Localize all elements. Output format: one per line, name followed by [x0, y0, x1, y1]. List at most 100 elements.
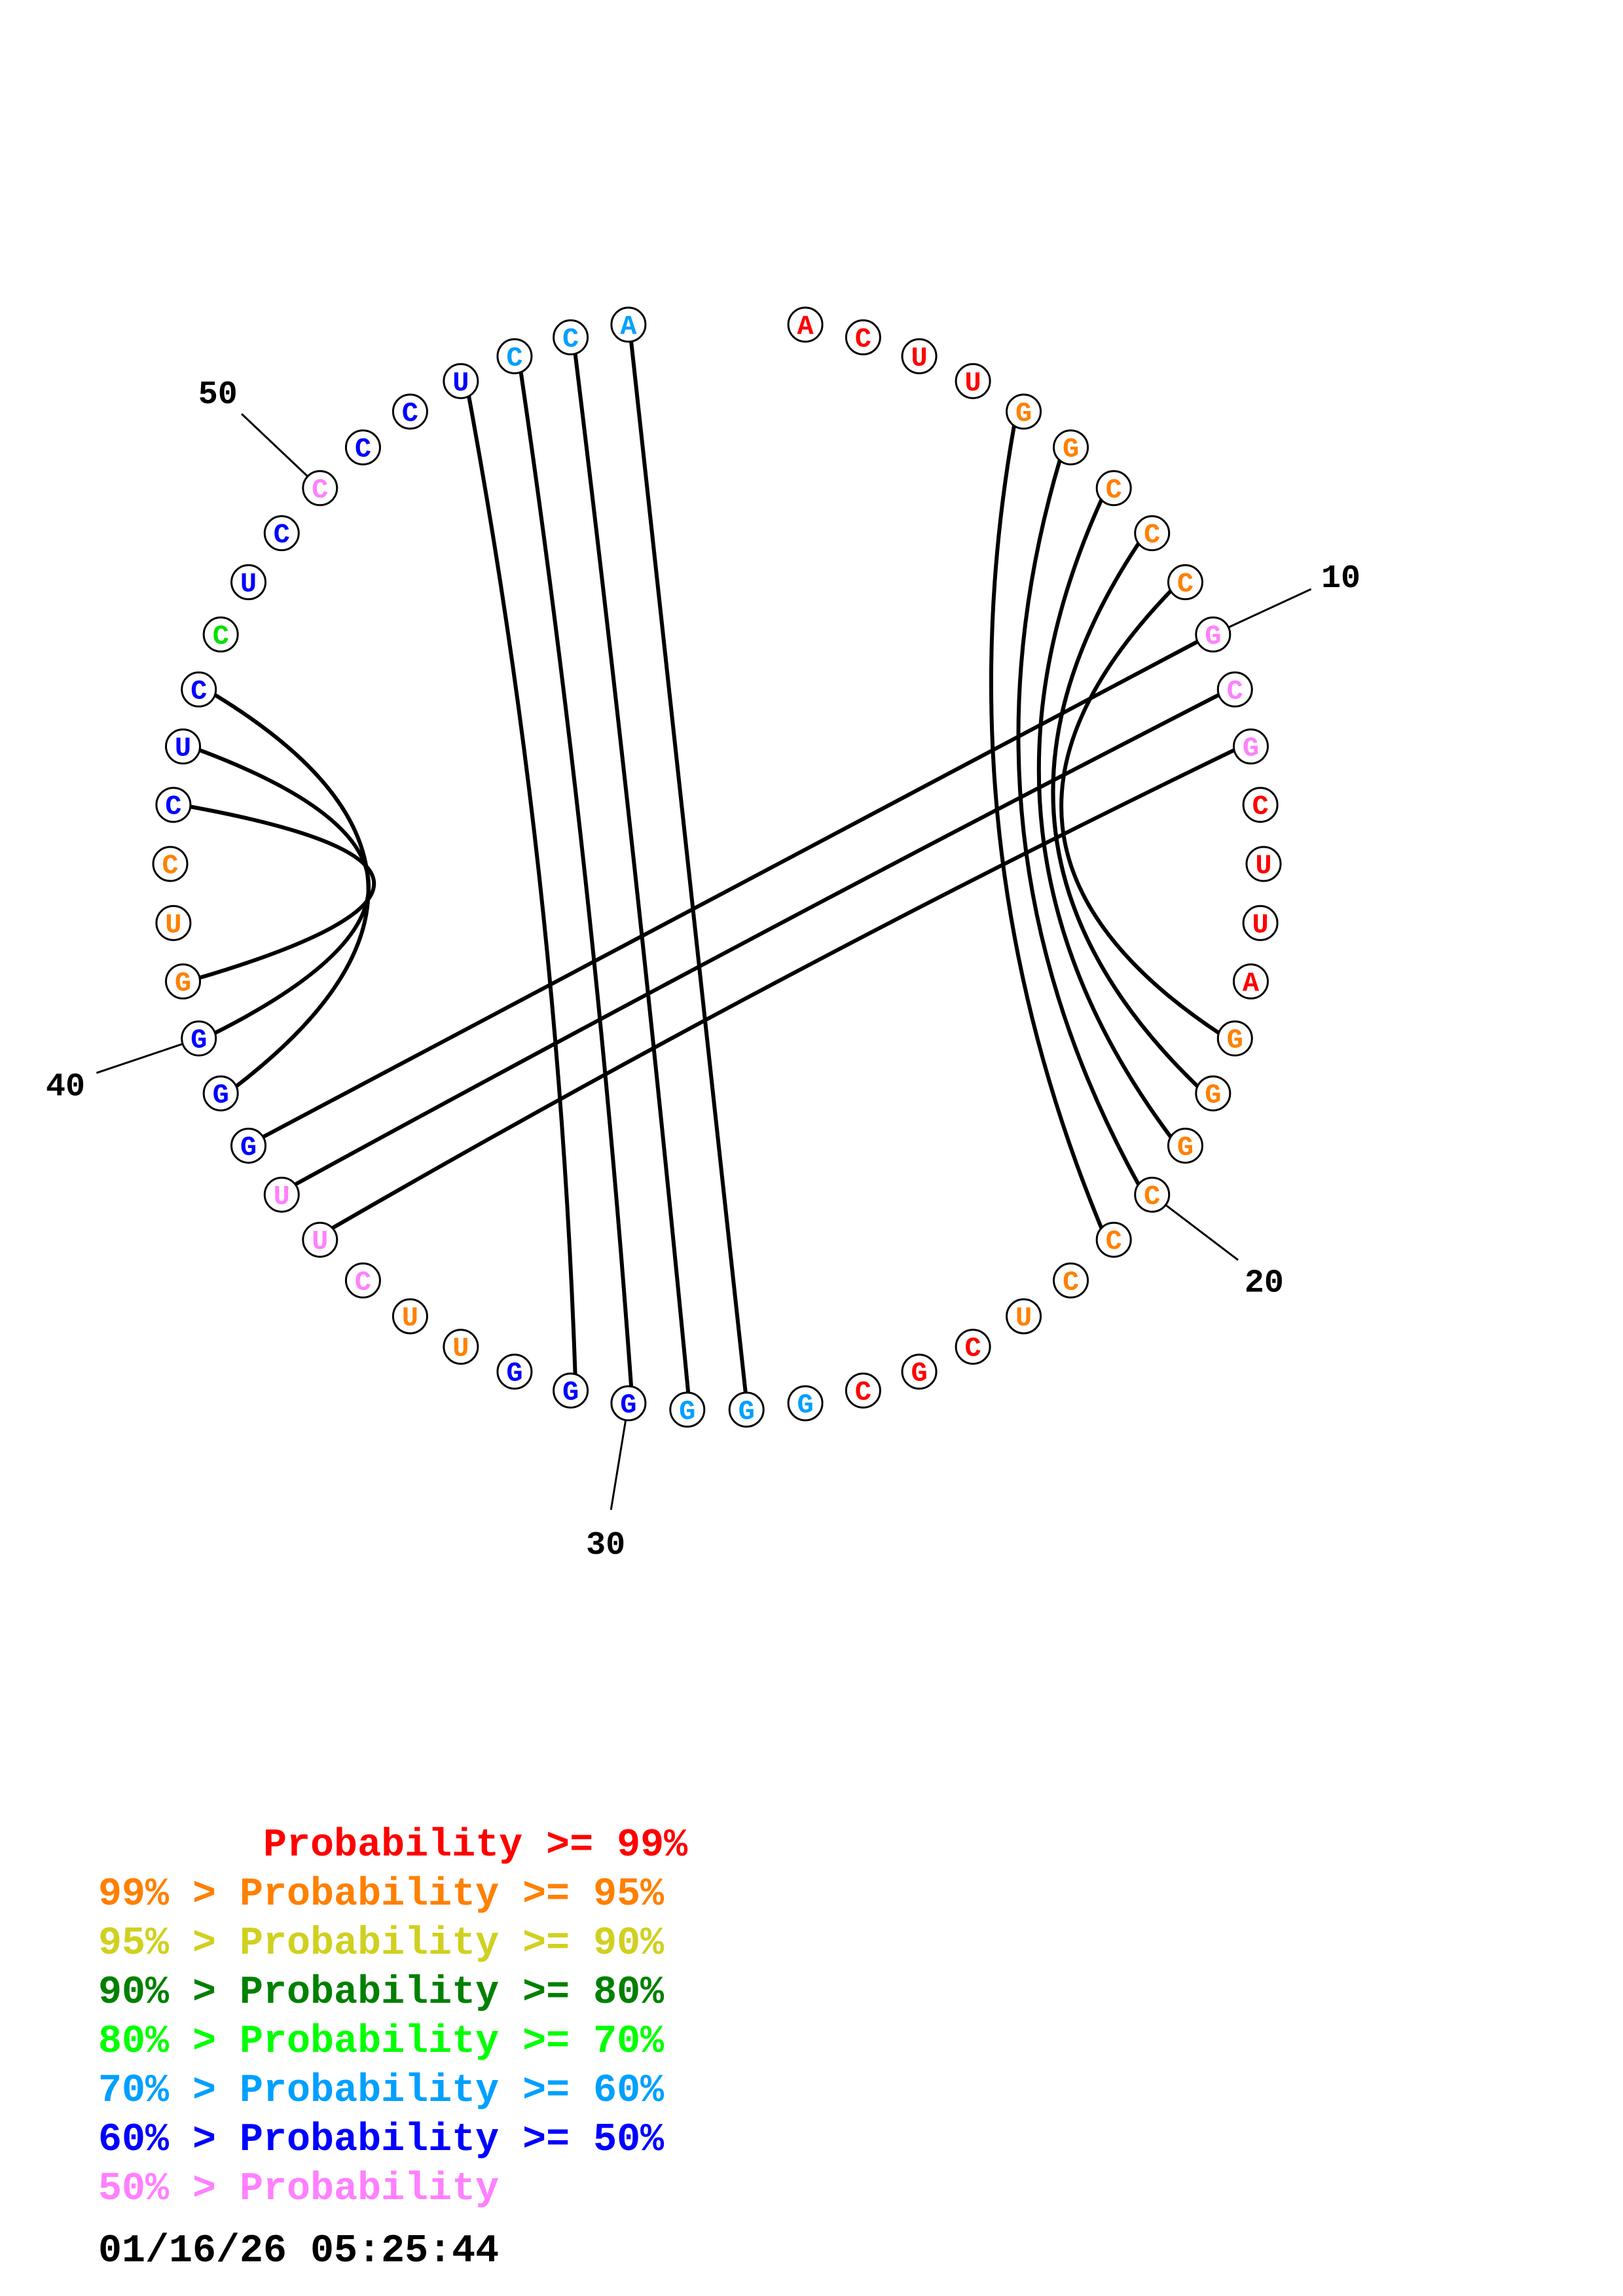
base-pair-arc: [467, 395, 577, 1374]
nucleotide-letter: U: [452, 367, 469, 399]
nucleotide-letter: G: [175, 968, 191, 999]
nucleotide: A: [610, 306, 647, 343]
base-pair-arc: [989, 425, 1104, 1229]
nucleotide: C: [955, 1329, 991, 1365]
nucleotide-circle: [496, 1354, 533, 1390]
base-pair-arc: [213, 693, 371, 1088]
nucleotide: G: [181, 1020, 217, 1057]
nucleotide-circle: [1095, 470, 1132, 507]
position-tick: [1228, 588, 1312, 628]
nucleotide-circle: [155, 905, 192, 941]
nucleotide-circle: [669, 1391, 706, 1428]
nucleotide-letter: U: [165, 909, 181, 941]
nucleotide-letter: C: [1144, 520, 1160, 551]
nucleotide-letter: A: [1243, 968, 1260, 999]
nucleotide-circle: [392, 393, 428, 430]
position-label: 50: [198, 376, 238, 414]
nucleotide-circle: [1232, 728, 1269, 764]
nucleotide-letter: C: [1252, 791, 1268, 823]
nucleotide-circle: [1095, 1221, 1132, 1258]
nucleotide-circle: [202, 616, 239, 653]
nucleotide-circle: [787, 1385, 824, 1422]
nucleotide: A: [787, 306, 824, 343]
nucleotide: U: [1006, 1298, 1042, 1335]
nucleotide-circle: [202, 1075, 239, 1112]
nucleotide-letter: G: [240, 1132, 257, 1163]
nucleotide-letter: A: [620, 311, 637, 342]
nucleotide-circle: [1216, 1020, 1253, 1057]
nucleotide-circle: [955, 1329, 991, 1365]
nucleotide-letter: C: [213, 620, 229, 652]
nucleotide-letter: C: [1063, 1266, 1079, 1298]
nucleotide-circle: [1006, 393, 1042, 430]
nucleotide-letter: G: [506, 1358, 522, 1390]
base-pair-arc: [294, 693, 1220, 1187]
nucleotide-letter: C: [965, 1333, 981, 1365]
nucleotide-circle: [392, 1298, 428, 1335]
nucleotide: U: [263, 1176, 300, 1213]
nucleotide: G: [1195, 616, 1231, 653]
nucleotide-letter: C: [274, 520, 290, 551]
base-pair-arc: [573, 353, 691, 1393]
nucleotide-letter: U: [911, 342, 927, 374]
nucleotide: U: [443, 1329, 479, 1365]
nucleotide: C: [1095, 1221, 1132, 1258]
nucleotide: G: [728, 1391, 765, 1428]
nucleotide-letter: C: [1106, 475, 1122, 506]
base-pair-arc: [190, 804, 376, 980]
nucleotide: G: [1053, 429, 1089, 466]
nucleotide-circle: [181, 671, 217, 708]
nucleotide: C: [1216, 671, 1253, 708]
nucleotide: G: [901, 1354, 938, 1390]
nucleotide-circle: [1167, 1127, 1203, 1164]
nucleotide-letter: C: [355, 1266, 371, 1298]
nucleotide-letter: C: [1144, 1181, 1160, 1212]
nucleotide-circle: [1242, 787, 1279, 823]
nucleotide: C: [553, 319, 589, 355]
nucleotide-letter: U: [240, 569, 257, 600]
base-pair-arc: [1059, 589, 1220, 1035]
nucleotide-circle: [1006, 1298, 1042, 1335]
nucleotide-letter: G: [679, 1396, 695, 1427]
nucleotide: C: [1134, 515, 1171, 552]
nucleotide: G: [1232, 728, 1269, 764]
nucleotide-letter: C: [162, 850, 178, 882]
nucleotide-circle: [1245, 846, 1282, 882]
nucleotide-circle: [1195, 616, 1231, 653]
nucleotide-letter: U: [1255, 850, 1271, 882]
nucleotide-circle: [1242, 905, 1279, 941]
nucleotide: G: [553, 1372, 589, 1409]
nucleotide-circle: [553, 1372, 589, 1409]
nucleotide-circle: [181, 1020, 217, 1057]
nucleotide-circle: [230, 1127, 267, 1164]
nucleotide: A: [1232, 963, 1269, 1000]
nucleotide: G: [165, 963, 202, 1000]
nucleotide-circle: [610, 1385, 647, 1422]
nucleotide-circle: [1195, 1075, 1231, 1112]
nucleotide: U: [302, 1221, 338, 1258]
base-pair-arc: [519, 372, 634, 1387]
nucleotide: C: [263, 515, 300, 552]
nucleotide: G: [1006, 393, 1042, 430]
nucleotide-letter: G: [213, 1080, 229, 1111]
nucleotide-circle: [344, 1262, 381, 1299]
nucleotide-letter: C: [402, 398, 418, 429]
nucleotide-letter: U: [452, 1333, 469, 1365]
nucleotide-letter: G: [911, 1358, 927, 1390]
nucleotide-letter: G: [1205, 1080, 1221, 1111]
nucleotide: C: [1167, 564, 1203, 601]
nucleotide-letter: G: [620, 1390, 636, 1421]
nucleotide-letter: C: [312, 475, 328, 506]
nucleotide: C: [155, 787, 192, 823]
nucleotide: U: [1245, 846, 1282, 882]
nucleotide-circle: [1232, 963, 1269, 1000]
position-label: 30: [586, 1527, 625, 1564]
nucleotide-letter: C: [1106, 1226, 1122, 1257]
nucleotide-letter: G: [1227, 1025, 1243, 1056]
nucleotide-circle: [1134, 1176, 1171, 1213]
nucleotide-letter: C: [1177, 569, 1194, 600]
nucleotide: U: [955, 363, 991, 399]
nucleotide-letter: G: [797, 1390, 813, 1421]
nucleotide-circle: [263, 515, 300, 552]
nucleotide: G: [610, 1385, 647, 1422]
